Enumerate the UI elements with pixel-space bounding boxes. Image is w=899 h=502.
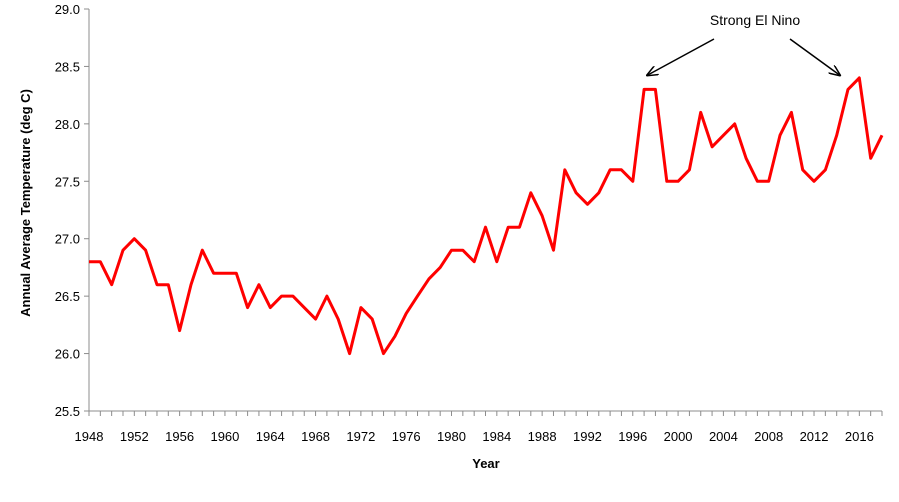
- x-tick-label: 2000: [664, 429, 693, 444]
- y-axis-title: Annual Average Temperature (deg C): [18, 89, 33, 317]
- x-axis-ticks: 1948 1952 1956 1960 1964 1968 1972 1976 1980 1984…: [75, 411, 883, 444]
- x-tick-label: 1948: [75, 429, 104, 444]
- y-tick-label: 26.5: [55, 289, 80, 304]
- y-tick-label: 25.5: [55, 404, 80, 419]
- x-tick-label: 1988: [528, 429, 557, 444]
- y-tick-label: 29.0: [55, 2, 80, 17]
- y-tick-label: 26.0: [55, 347, 80, 362]
- axes: [88, 9, 882, 412]
- x-tick-label: 2004: [709, 429, 738, 444]
- y-tick-label: 27.0: [55, 232, 80, 247]
- x-tick-label: 1992: [573, 429, 602, 444]
- x-tick-label: 2016: [845, 429, 874, 444]
- x-tick-label: 1968: [301, 429, 330, 444]
- y-tick-label: 28.0: [55, 117, 80, 132]
- x-tick-label: 1984: [482, 429, 511, 444]
- x-tick-label: 1972: [346, 429, 375, 444]
- series-line: [89, 76, 884, 356]
- y-axis-ticks: 25.5 26.0 26.5 27.0 27.5 28.0 28.5 29.0: [55, 2, 89, 419]
- x-tick-label: 1976: [392, 429, 421, 444]
- x-tick-label: 1956: [165, 429, 194, 444]
- annotation-label: Strong El Nino: [710, 12, 800, 28]
- x-tick-label: 2012: [800, 429, 829, 444]
- annotation-arrow: [789, 38, 840, 75]
- x-tick-label: 2008: [754, 429, 783, 444]
- annotation-layer: Strong El Nino: [647, 12, 840, 75]
- x-tick-label: 1996: [618, 429, 647, 444]
- x-tick-label: 1952: [120, 429, 149, 444]
- y-tick-label: 27.5: [55, 174, 80, 189]
- x-tick-label: 1960: [210, 429, 239, 444]
- x-axis-title: Year: [472, 456, 499, 471]
- x-tick-label: 1964: [256, 429, 285, 444]
- y-tick-label: 28.5: [55, 59, 80, 74]
- annotation-arrow: [647, 38, 715, 75]
- x-tick-label: 1980: [437, 429, 466, 444]
- series-layer: [88, 76, 884, 356]
